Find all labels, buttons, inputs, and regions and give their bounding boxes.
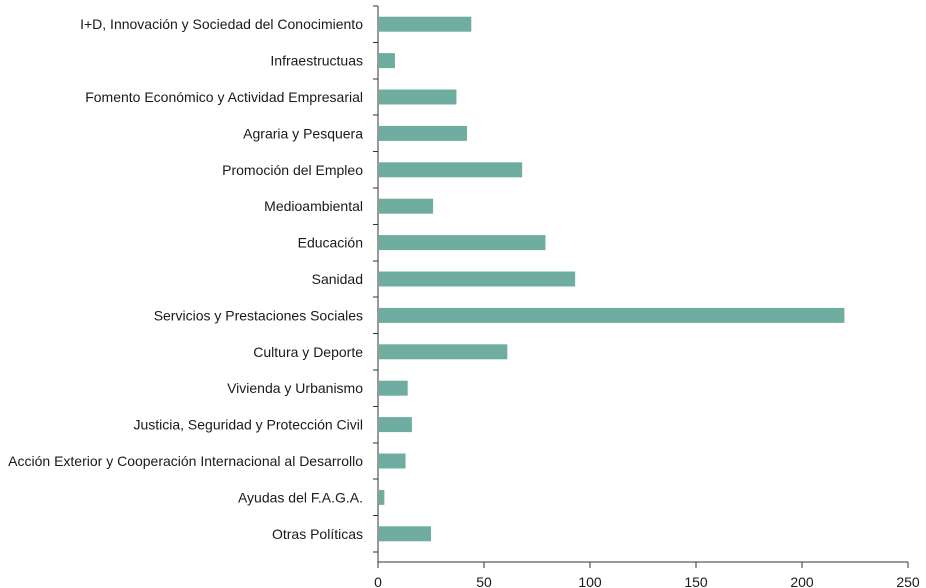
axes-group [373,5,909,568]
bar [379,453,406,469]
bar [379,162,523,178]
bar [379,307,845,323]
category-label: Promoción del Empleo [222,162,363,178]
bar [379,344,508,360]
category-label: Sanidad [312,271,363,287]
tick-labels: 0 50 100 150 200 250 [374,574,920,588]
bar [379,380,408,396]
category-label: Ayudas del F.A.G.A. [238,489,363,505]
bar [379,16,472,32]
category-label: Cultura y Deporte [253,344,363,360]
category-label: Justicia, Seguridad y Protección Civil [133,417,363,433]
bar [379,271,576,287]
bar [379,526,431,542]
bar [379,198,434,214]
x-tick-label: 250 [896,574,920,588]
bar [379,125,468,141]
category-label: Otras Políticas [272,526,363,542]
category-labels: I+D, Innovación y Sociedad del Conocimie… [8,16,363,542]
category-label: Medioambiental [264,198,363,214]
category-label: Agraria y Pesquera [243,125,363,141]
category-label: Vivienda y Urbanismo [227,380,363,396]
category-label: Acción Exterior y Cooperación Internacio… [8,453,363,469]
category-label: I+D, Innovación y Sociedad del Conocimie… [80,16,363,32]
category-label: Servicios y Prestaciones Sociales [154,307,363,323]
bar [379,235,546,251]
bar [379,417,412,433]
x-tick-label: 200 [790,574,814,588]
bar [379,89,457,105]
bar [379,489,385,505]
category-label: Educación [298,235,363,251]
category-label: Fomento Económico y Actividad Empresaria… [85,89,363,105]
x-tick-label: 150 [684,574,708,588]
x-tick-label: 0 [374,574,382,588]
bar [379,53,395,69]
x-tick-label: 50 [476,574,492,588]
bars-group [379,16,845,542]
x-tick-label: 100 [578,574,602,588]
category-label: Infraestructuas [270,53,363,69]
